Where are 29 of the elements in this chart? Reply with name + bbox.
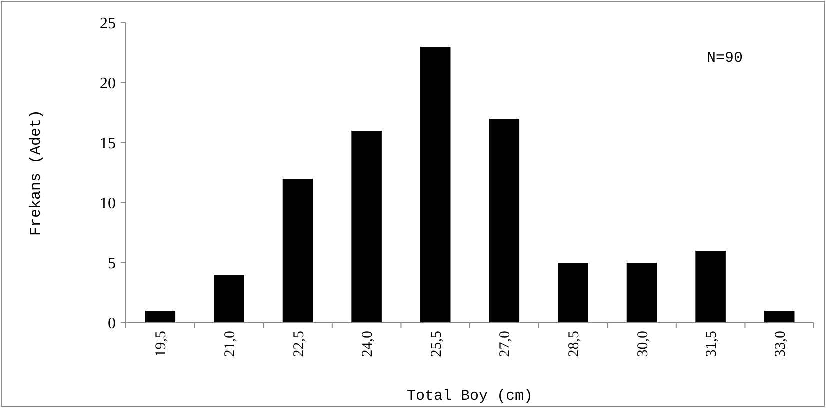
x-tick-label: 27,0 <box>498 331 514 358</box>
x-axis-title: Total Boy (cm) <box>406 388 534 405</box>
y-axis-title: Frekans (Adet) <box>28 110 45 236</box>
bar <box>558 263 588 323</box>
y-tick-label: 15 <box>100 136 116 153</box>
bar <box>764 311 795 323</box>
bar <box>626 263 658 323</box>
y-tick-label: 10 <box>100 196 116 213</box>
bar <box>489 119 520 323</box>
x-tick-label: 30,0 <box>635 331 652 358</box>
x-tick-label: 28,5 <box>566 331 582 358</box>
bar <box>420 47 451 323</box>
y-tick-label: 25 <box>100 16 116 33</box>
bar <box>214 275 244 323</box>
x-tick-label: 31,5 <box>704 331 720 358</box>
y-tick-label: 20 <box>100 76 116 93</box>
x-tick-label: 25,5 <box>428 331 445 358</box>
bar <box>352 131 382 323</box>
bar <box>282 179 314 323</box>
x-tick-label: 24,0 <box>360 331 376 358</box>
annotation: N=90 <box>706 50 744 67</box>
bar <box>696 251 726 323</box>
x-tick-label: 21,0 <box>222 331 238 358</box>
x-tick-label: 33,0 <box>772 331 789 358</box>
x-tick-label: 22,5 <box>291 331 308 358</box>
bar <box>145 311 176 323</box>
x-tick-label: 19,5 <box>154 331 170 358</box>
y-tick-label: 5 <box>108 256 116 273</box>
y-tick-label: 0 <box>108 316 116 333</box>
